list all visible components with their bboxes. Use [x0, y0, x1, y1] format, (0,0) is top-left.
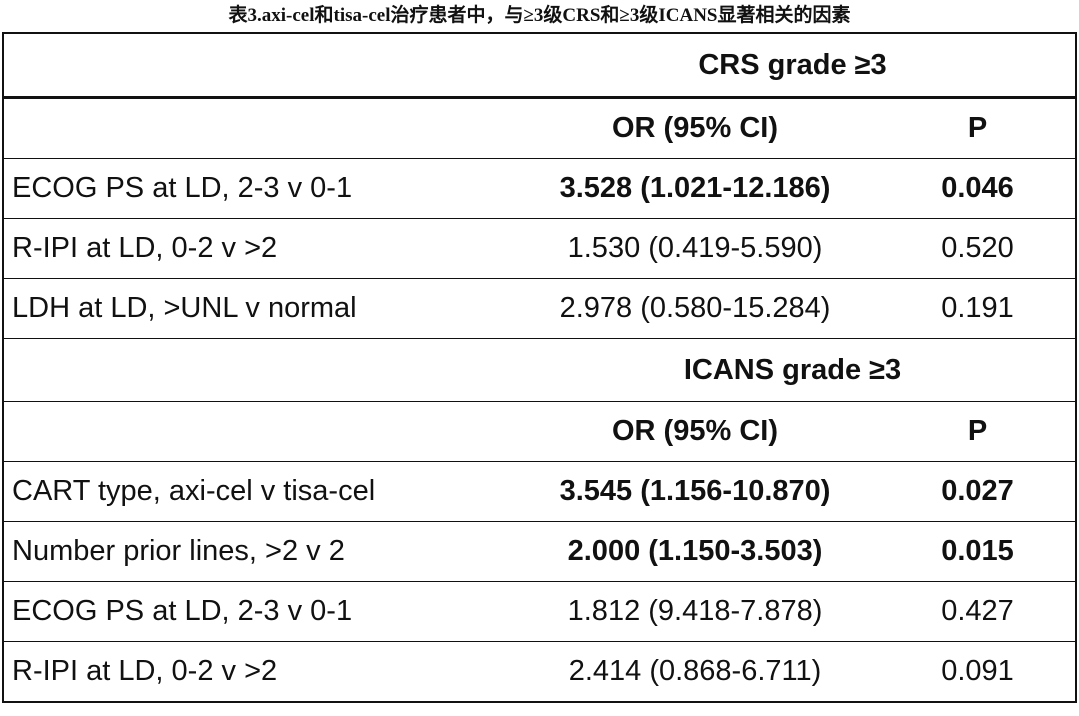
data-row: R-IPI at LD, 0-2 v >2 2.414 (0.868-6.711)…	[3, 641, 1076, 702]
column-header: P	[880, 401, 1076, 462]
column-header-row: OR (95% CI) P	[3, 401, 1076, 462]
data-row: ECOG PS at LD, 2-3 v 0-1 3.528 (1.021-12.…	[3, 158, 1076, 219]
row-label: ECOG PS at LD, 2-3 v 0-1	[3, 158, 510, 219]
odds-ratio: 2.978 (0.580-15.284)	[510, 278, 880, 339]
data-row: LDH at LD, >UNL v normal 2.978 (0.580-15.…	[3, 278, 1076, 339]
p-value: 0.191	[880, 278, 1076, 339]
odds-ratio: 3.528 (1.021-12.186)	[510, 158, 880, 219]
data-row: CART type, axi-cel v tisa-cel 3.545 (1.15…	[3, 461, 1076, 522]
column-header-row: OR (95% CI) P	[3, 97, 1076, 159]
column-header: OR (95% CI)	[510, 401, 880, 462]
data-row: ECOG PS at LD, 2-3 v 0-1 1.812 (9.418-7.8…	[3, 581, 1076, 642]
data-row: R-IPI at LD, 0-2 v >2 1.530 (0.419-5.590)…	[3, 218, 1076, 279]
cell	[3, 338, 510, 402]
row-label: LDH at LD, >UNL v normal	[3, 278, 510, 339]
p-value: 0.046	[880, 158, 1076, 219]
section-heading: CRS grade ≥3	[510, 32, 1076, 99]
p-value: 0.520	[880, 218, 1076, 279]
data-row: Number prior lines, >2 v 2 2.000 (1.150-3…	[3, 521, 1076, 582]
cell	[3, 97, 510, 159]
row-label: Number prior lines, >2 v 2	[3, 521, 510, 582]
section-heading-row: ICANS grade ≥3	[3, 338, 1076, 402]
section-heading: ICANS grade ≥3	[510, 338, 1076, 402]
odds-ratio: 1.812 (9.418-7.878)	[510, 581, 880, 642]
row-label: CART type, axi-cel v tisa-cel	[3, 461, 510, 522]
p-value: 0.027	[880, 461, 1076, 522]
column-header: P	[880, 97, 1076, 159]
cell	[3, 401, 510, 462]
row-label: R-IPI at LD, 0-2 v >2	[3, 218, 510, 279]
row-label: ECOG PS at LD, 2-3 v 0-1	[3, 581, 510, 642]
odds-ratio: 2.414 (0.868-6.711)	[510, 641, 880, 702]
p-value: 0.091	[880, 641, 1076, 702]
odds-ratio: 2.000 (1.150-3.503)	[510, 521, 880, 582]
odds-ratio: 1.530 (0.419-5.590)	[510, 218, 880, 279]
section-heading-row: CRS grade ≥3	[3, 32, 1076, 99]
odds-ratio: 3.545 (1.156-10.870)	[510, 461, 880, 522]
results-table: CRS grade ≥3 OR (95% CI) P ECOG PS at LD, 2…	[2, 32, 1077, 703]
p-value: 0.015	[880, 521, 1076, 582]
column-header: OR (95% CI)	[510, 97, 880, 159]
row-label: R-IPI at LD, 0-2 v >2	[3, 641, 510, 702]
p-value: 0.427	[880, 581, 1076, 642]
caption: 表3.axi-cel和tisa-cel治疗患者中，与≥3级CRS和≥3级ICAN…	[228, 5, 851, 26]
cell	[3, 32, 510, 99]
